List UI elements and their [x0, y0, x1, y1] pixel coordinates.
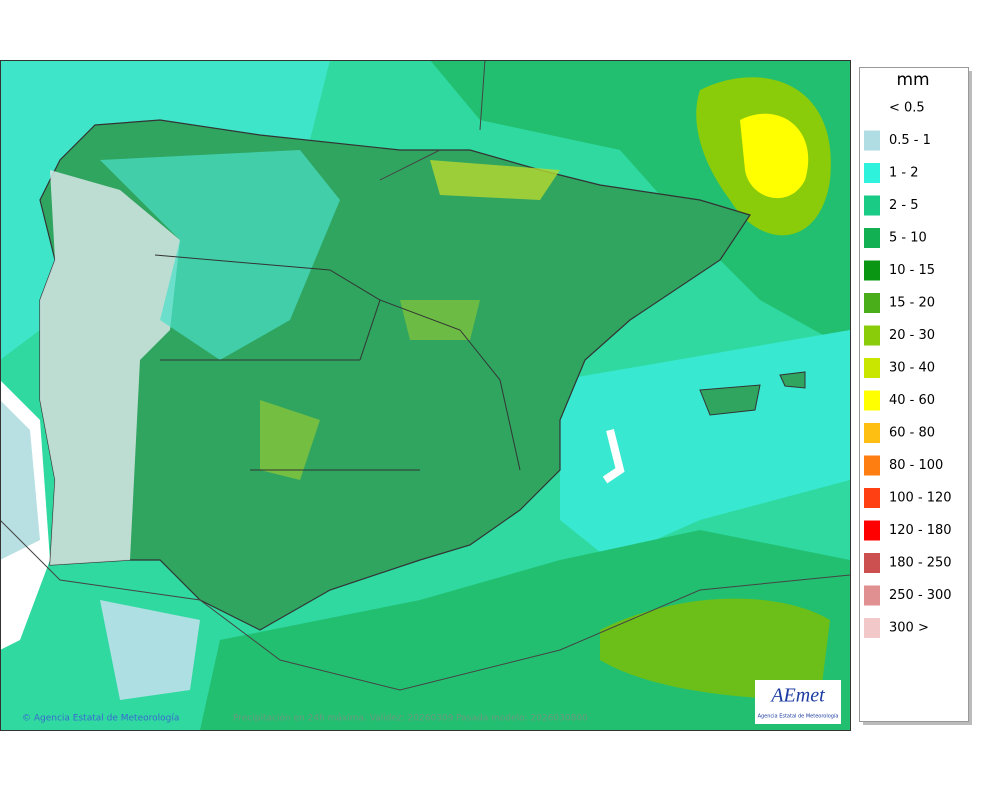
legend-title: mm	[896, 70, 929, 90]
map	[0, 60, 850, 730]
legend-swatch	[864, 228, 880, 248]
legend: mm < 0.5 0.5 - 1 1 - 2 2 - 5 5 - 10 10 - 15 15…	[859, 67, 972, 725]
legend-swatch	[864, 520, 880, 541]
legend-label: 100 - 120	[889, 491, 952, 506]
legend-label: 180 - 250	[889, 556, 952, 571]
legend-label: 250 - 300	[889, 588, 952, 603]
legend-label: 1 - 2	[889, 166, 919, 181]
legend-swatch	[864, 553, 880, 573]
logo: AEmet Agencia Estatal de Meteorología	[755, 680, 841, 724]
caption: Precipitación en 24h máxima. Validez: 20…	[233, 713, 588, 724]
legend-swatch	[864, 260, 880, 281]
legend-swatch	[864, 488, 880, 508]
legend-label: 10 - 15	[889, 263, 935, 278]
legend-label: < 0.5	[889, 101, 925, 116]
legend-label: 15 - 20	[889, 296, 935, 311]
logo-box	[755, 680, 841, 724]
logo-name: AEmet	[769, 685, 825, 707]
legend-label: 40 - 60	[889, 393, 935, 408]
legend-swatch	[864, 358, 880, 378]
legend-swatch	[864, 455, 880, 476]
legend-swatch	[864, 618, 880, 638]
legend-label: 2 - 5	[889, 198, 919, 213]
map-frame	[0, 60, 851, 731]
legend-swatch	[864, 585, 880, 606]
legend-label: 80 - 100	[889, 458, 943, 473]
legend-label: 120 - 180	[889, 523, 952, 538]
legend-label: 20 - 30	[889, 328, 935, 343]
legend-label: 30 - 40	[889, 361, 935, 376]
legend-swatch	[864, 163, 880, 183]
legend-swatch	[864, 325, 880, 346]
legend-swatch	[864, 130, 880, 151]
legend-label: 5 - 10	[889, 231, 927, 246]
credit: © Agencia Estatal de Meteorología	[22, 714, 179, 724]
legend-label: 300 >	[889, 621, 929, 636]
legend-swatch	[864, 390, 880, 411]
legend-swatch	[864, 423, 880, 443]
legend-label: 60 - 80	[889, 426, 935, 441]
logo-subtitle: Agencia Estatal de Meteorología	[758, 713, 839, 720]
legend-swatch	[864, 293, 880, 313]
legend-label: 0.5 - 1	[889, 133, 931, 148]
legend-swatch	[864, 195, 880, 216]
